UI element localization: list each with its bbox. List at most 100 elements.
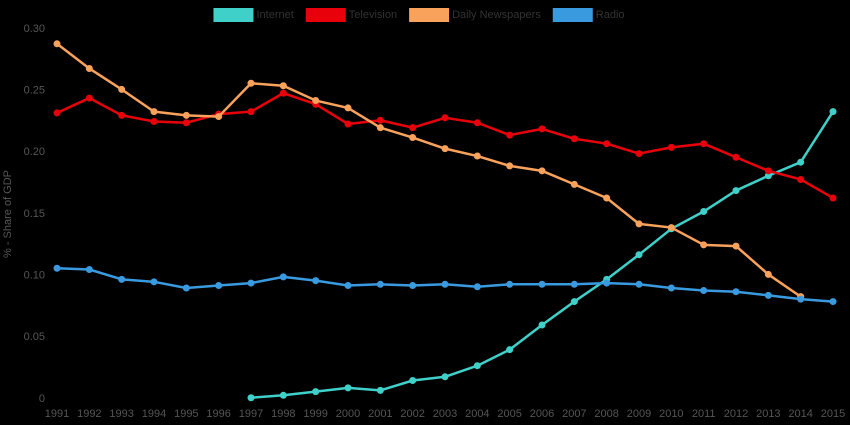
- x-tick-label: 2010: [659, 408, 683, 420]
- data-point: [344, 282, 352, 290]
- data-point: [409, 134, 417, 142]
- data-point: [182, 284, 190, 292]
- data-point: [409, 124, 417, 132]
- data-point: [506, 131, 514, 139]
- x-tick-label: 2005: [497, 408, 521, 420]
- x-tick-label: 2012: [724, 408, 748, 420]
- data-point: [635, 220, 643, 228]
- data-point: [247, 279, 255, 287]
- data-point: [538, 125, 546, 133]
- x-tick-label: 1998: [271, 408, 295, 420]
- x-tick-label: 2011: [692, 408, 716, 420]
- data-point: [53, 40, 61, 48]
- data-point: [764, 167, 772, 175]
- x-tick-label: 2014: [788, 408, 812, 420]
- data-point: [700, 286, 708, 294]
- x-tick-label: 1995: [174, 408, 198, 420]
- data-point: [570, 280, 578, 288]
- data-point: [829, 108, 837, 116]
- data-point: [635, 150, 643, 158]
- x-tick-label: 2008: [594, 408, 618, 420]
- data-point: [409, 282, 417, 290]
- data-point: [667, 284, 675, 292]
- legend-swatch: [409, 8, 450, 22]
- x-tick-label: 2004: [465, 408, 489, 420]
- x-tick-label: 2007: [562, 408, 586, 420]
- data-point: [764, 172, 772, 180]
- data-point: [506, 346, 514, 354]
- data-point: [247, 394, 255, 402]
- data-point: [182, 111, 190, 119]
- data-point: [797, 175, 805, 183]
- legend-label: Television: [349, 9, 397, 21]
- data-point: [700, 208, 708, 216]
- y-tick-label: 0.05: [24, 331, 45, 343]
- x-tick-label: 1992: [77, 408, 101, 420]
- data-point: [53, 264, 61, 272]
- x-tick-label: 2013: [756, 408, 780, 420]
- data-point: [85, 94, 93, 102]
- data-point: [829, 298, 837, 306]
- data-point: [279, 82, 287, 90]
- data-point: [441, 145, 449, 153]
- legend-label: Internet: [256, 9, 293, 21]
- data-point: [473, 119, 481, 127]
- y-tick-label: 0.30: [24, 23, 45, 35]
- data-point: [441, 114, 449, 122]
- data-point: [279, 89, 287, 97]
- y-tick-label: 0.10: [24, 270, 45, 282]
- data-point: [570, 180, 578, 188]
- y-tick-label: 0.25: [24, 85, 45, 97]
- x-tick-label: 1993: [109, 408, 133, 420]
- data-point: [376, 386, 384, 394]
- data-point: [150, 108, 158, 116]
- x-tick-label: 2001: [368, 408, 392, 420]
- data-point: [312, 277, 320, 285]
- data-point: [667, 143, 675, 151]
- x-tick-label: 2000: [336, 408, 360, 420]
- data-point: [538, 280, 546, 288]
- data-point: [700, 140, 708, 148]
- y-axis-label: % - Share of GDP: [2, 170, 14, 258]
- x-tick-label: 1999: [303, 408, 327, 420]
- data-point: [570, 298, 578, 306]
- data-point: [473, 152, 481, 160]
- data-point: [150, 278, 158, 286]
- data-point: [376, 116, 384, 124]
- legend-swatch: [552, 8, 593, 22]
- data-point: [118, 111, 126, 119]
- data-point: [473, 283, 481, 291]
- x-tick-label: 2009: [627, 408, 651, 420]
- data-point: [473, 362, 481, 370]
- data-point: [635, 280, 643, 288]
- data-point: [279, 391, 287, 399]
- data-point: [700, 241, 708, 249]
- legend-swatch: [213, 8, 254, 22]
- x-tick-label: 2015: [821, 408, 845, 420]
- data-point: [85, 266, 93, 273]
- x-tick-label: 2003: [433, 408, 457, 420]
- data-point: [732, 242, 740, 250]
- data-point: [344, 120, 352, 128]
- data-point: [376, 280, 384, 288]
- legend-swatch: [305, 8, 346, 22]
- data-point: [312, 388, 320, 396]
- data-point: [732, 288, 740, 296]
- data-point: [344, 384, 352, 392]
- data-point: [182, 119, 190, 127]
- x-tick-label: 1996: [206, 408, 230, 420]
- data-point: [732, 153, 740, 161]
- data-point: [118, 275, 126, 283]
- legend-label: Daily Newspapers: [452, 9, 541, 21]
- data-point: [764, 291, 772, 299]
- data-point: [538, 167, 546, 175]
- data-point: [732, 187, 740, 195]
- data-point: [506, 280, 514, 288]
- y-tick-label: 0.20: [24, 146, 45, 158]
- data-point: [376, 124, 384, 132]
- data-point: [247, 108, 255, 116]
- data-point: [603, 140, 611, 148]
- data-point: [85, 64, 93, 72]
- series-line: [56, 42, 802, 298]
